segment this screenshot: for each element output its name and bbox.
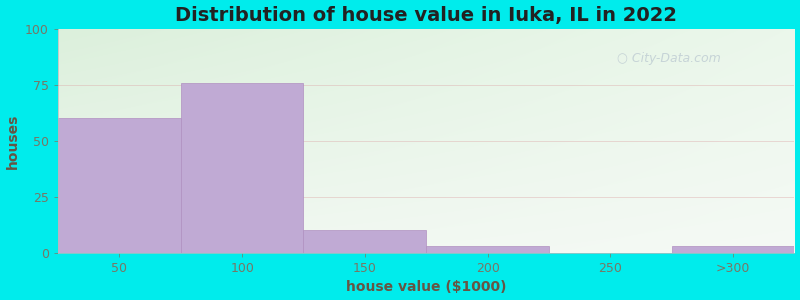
Bar	[426, 246, 549, 253]
Bar	[181, 82, 303, 253]
Bar	[672, 246, 794, 253]
Text: ○ City-Data.com: ○ City-Data.com	[618, 52, 721, 64]
Y-axis label: houses: houses	[6, 113, 19, 169]
Bar	[303, 230, 426, 253]
Bar	[58, 118, 181, 253]
X-axis label: house value ($1000): house value ($1000)	[346, 280, 506, 294]
Title: Distribution of house value in Iuka, IL in 2022: Distribution of house value in Iuka, IL …	[175, 6, 678, 25]
